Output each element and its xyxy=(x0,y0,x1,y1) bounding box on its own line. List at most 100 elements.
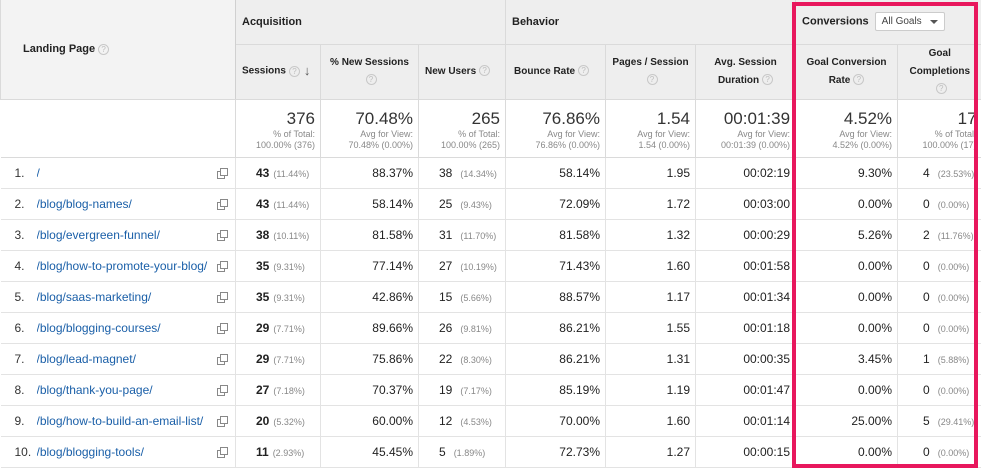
totals-row: 376% of Total: 100.00% (376) 70.48% Avg fo… xyxy=(0,99,981,158)
open-in-new-window-icon[interactable] xyxy=(216,323,228,335)
row-number: 8. xyxy=(0,374,37,406)
row-number: 6. xyxy=(0,312,37,344)
goal-conversion-rate-cell: 9.30% xyxy=(795,157,898,189)
avg-duration-column-header[interactable]: Avg. Session Duration? xyxy=(694,44,796,100)
goal-completions-cell: 2 (11.76%) xyxy=(897,219,981,251)
new-users-cell: 26 (9.81%) xyxy=(418,312,506,344)
sessions-cell: 29 (7.71%) xyxy=(235,343,321,375)
landing-page-link[interactable]: /blog/how-to-build-an-email-list/ xyxy=(36,413,204,428)
avg-duration-cell: 00:00:29 xyxy=(694,219,796,251)
total-new-sessions: 70.48% Avg for View: 70.48% (0.00%) xyxy=(320,99,419,158)
help-icon[interactable]: ? xyxy=(365,74,377,86)
bounce-rate-cell: 71.43% xyxy=(505,250,606,282)
landing-page-cell: /blog/how-to-build-an-email-list/ xyxy=(36,405,209,437)
sessions-cell: 20 (5.32%) xyxy=(235,405,321,437)
total-sessions: 376% of Total: 100.00% (376) xyxy=(235,99,321,158)
new-users-column-header[interactable]: New Users? xyxy=(418,44,506,100)
open-in-new-window-icon[interactable] xyxy=(216,416,228,428)
new-users-cell: 27 (10.19%) xyxy=(418,250,506,282)
landing-page-link[interactable]: /blog/how-to-promote-your-blog/ xyxy=(36,258,208,273)
landing-page-link[interactable]: /blog/lead-magnet/ xyxy=(36,351,136,366)
row-number: 9. xyxy=(0,405,37,437)
help-icon[interactable]: ? xyxy=(646,74,658,86)
goal-completions-cell: 0 (0.00%) xyxy=(897,374,981,406)
new-users-cell: 12 (4.53%) xyxy=(418,405,506,437)
pages-session-cell: 1.60 xyxy=(605,405,696,437)
new-sessions-cell: 58.14% xyxy=(320,188,419,220)
landing-page-link[interactable]: /blog/blog-names/ xyxy=(36,196,132,211)
row-number: 3. xyxy=(0,219,37,251)
landing-page-cell: /blog/lead-magnet/ xyxy=(36,343,209,375)
sort-down-arrow-icon[interactable]: ↓ xyxy=(303,63,311,79)
goal-conversion-rate-column-header[interactable]: Goal Conversion Rate? xyxy=(795,44,898,100)
pages-session-cell: 1.32 xyxy=(605,219,696,251)
landing-page-link[interactable]: /blog/saas-marketing/ xyxy=(36,289,152,304)
open-in-new-window-icon[interactable] xyxy=(216,261,228,273)
goal-conversion-rate-cell: 5.26% xyxy=(795,219,898,251)
bounce-rate-cell: 86.21% xyxy=(505,343,606,375)
goal-completions-cell: 0 (0.00%) xyxy=(897,250,981,282)
new-users-cell: 25 (9.43%) xyxy=(418,188,506,220)
open-page-cell xyxy=(208,312,236,344)
bounce-rate-cell: 72.09% xyxy=(505,188,606,220)
help-icon[interactable]: ? xyxy=(288,65,300,77)
conversions-group: Conversions All Goals xyxy=(795,0,981,45)
pages-session-cell: 1.72 xyxy=(605,188,696,220)
pages-session-column-header[interactable]: Pages / Session? xyxy=(605,44,696,100)
sessions-column-header[interactable]: Sessions? ↓ xyxy=(235,44,321,100)
total-goal-completions: 17% of Total: 100.00% (17) xyxy=(897,99,981,158)
avg-duration-cell: 00:02:19 xyxy=(694,157,796,189)
open-in-new-window-icon[interactable] xyxy=(216,168,228,180)
goal-conversion-rate-cell: 0.00% xyxy=(795,436,898,468)
landing-page-header[interactable]: Landing Page? xyxy=(0,0,236,100)
avg-duration-cell: 00:00:35 xyxy=(694,343,796,375)
open-in-new-window-icon[interactable] xyxy=(216,385,228,397)
landing-page-link[interactable]: /blog/blogging-tools/ xyxy=(36,444,144,459)
open-page-cell xyxy=(208,343,236,375)
row-number: 7. xyxy=(0,343,37,375)
open-in-new-window-icon[interactable] xyxy=(216,447,228,459)
open-page-cell xyxy=(208,157,236,189)
landing-page-link[interactable]: /blog/evergreen-funnel/ xyxy=(36,227,160,242)
open-in-new-window-icon[interactable] xyxy=(216,230,228,242)
avg-duration-cell: 00:01:14 xyxy=(694,405,796,437)
help-icon[interactable]: ? xyxy=(762,74,774,86)
new-sessions-cell: 81.58% xyxy=(320,219,419,251)
sessions-cell: 27 (7.18%) xyxy=(235,374,321,406)
goal-select-dropdown[interactable]: All Goals xyxy=(874,12,945,32)
sessions-cell: 11 (2.93%) xyxy=(235,436,321,468)
open-in-new-window-icon[interactable] xyxy=(216,199,228,211)
bounce-rate-cell: 72.73% xyxy=(505,436,606,468)
help-icon[interactable]: ? xyxy=(479,65,491,77)
help-icon[interactable]: ? xyxy=(935,83,947,95)
help-icon[interactable]: ? xyxy=(578,65,590,77)
help-icon[interactable]: ? xyxy=(853,74,865,86)
landing-page-cell: /blog/blogging-tools/ xyxy=(36,436,209,468)
chevron-down-icon xyxy=(929,19,938,24)
new-sessions-column-header[interactable]: % New Sessions? xyxy=(320,44,419,100)
goal-conversion-rate-cell: 0.00% xyxy=(795,312,898,344)
new-sessions-cell: 89.66% xyxy=(320,312,419,344)
open-in-new-window-icon[interactable] xyxy=(216,292,228,304)
new-sessions-cell: 60.00% xyxy=(320,405,419,437)
bounce-rate-cell: 58.14% xyxy=(505,157,606,189)
landing-page-link[interactable]: /blog/thank-you-page/ xyxy=(36,382,153,397)
bounce-rate-cell: 86.21% xyxy=(505,312,606,344)
new-sessions-cell: 77.14% xyxy=(320,250,419,282)
avg-duration-cell: 00:01:47 xyxy=(694,374,796,406)
goal-completions-cell: 1 (5.88%) xyxy=(897,343,981,375)
goal-completions-cell: 4 (23.53%) xyxy=(897,157,981,189)
open-in-new-window-icon[interactable] xyxy=(216,354,228,366)
bounce-rate-cell: 81.58% xyxy=(505,219,606,251)
goal-completions-cell: 0 (0.00%) xyxy=(897,312,981,344)
landing-page-cell: /blog/blogging-courses/ xyxy=(36,312,209,344)
bounce-rate-column-header[interactable]: Bounce Rate? xyxy=(505,44,606,100)
landing-page-link[interactable]: / xyxy=(36,165,40,180)
new-sessions-cell: 45.45% xyxy=(320,436,419,468)
landing-page-link[interactable]: /blog/blogging-courses/ xyxy=(36,320,161,335)
new-users-cell: 22 (8.30%) xyxy=(418,343,506,375)
landing-page-cell: / xyxy=(36,157,209,189)
help-icon[interactable]: ? xyxy=(98,43,110,55)
goal-completions-column-header[interactable]: Goal Completions? xyxy=(897,44,981,100)
